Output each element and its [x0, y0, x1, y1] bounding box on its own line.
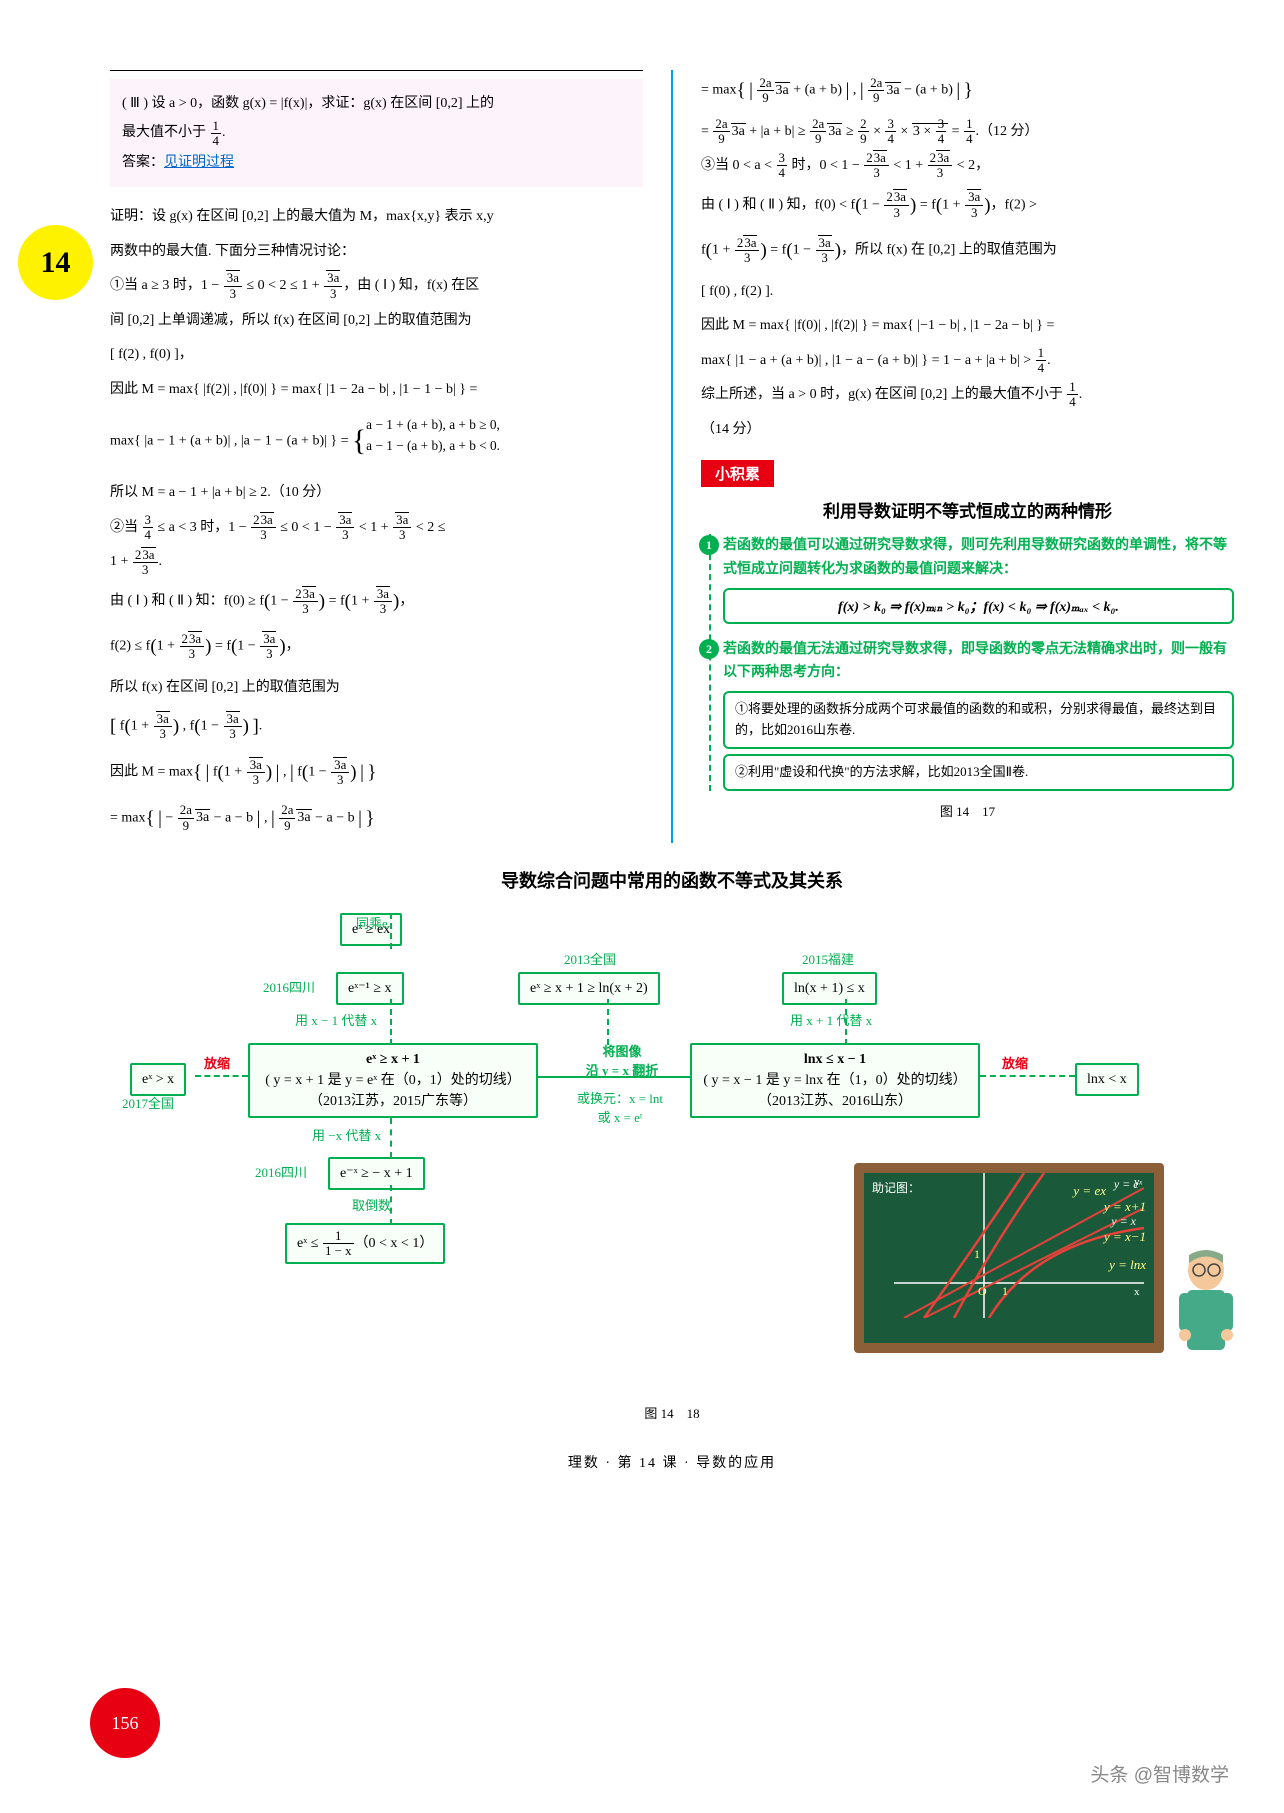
tip-title: 利用导数证明不等式恒成立的两种情形: [701, 497, 1234, 522]
diagram-section: 导数综合问题中常用的函数不等式及其关系 eˣ ≥ ex 同乘e eˣ⁻¹ ≥ x…: [110, 867, 1234, 1422]
svg-text:1: 1: [1002, 1284, 1008, 1298]
year-2013qg: 2013全国: [564, 949, 616, 968]
arrow-6: [390, 1185, 392, 1225]
year-2016sc2: 2016四川: [255, 1162, 307, 1181]
teacher-icon: [1169, 1245, 1244, 1365]
tip-1: 1若函数的最值可以通过研究导数求得，则可先利用导数研究函数的单调性，将不等式恒成…: [723, 534, 1234, 582]
box-enegx: e⁻ˣ ≥ − x + 1: [328, 1157, 425, 1190]
box-main-right: lnx ≤ x − 1 ( y = x − 1 是 y = lnx 在（1，0）…: [690, 1043, 980, 1118]
label-mid2: 或换元：x = lnt或 x = eᵗ: [560, 1088, 680, 1126]
box-ex-x1-ln: eˣ ≥ x + 1 ≥ ln(x + 2): [518, 972, 660, 1005]
box-ex-frac: eˣ ≤ 11 − x（0 < x < 1）: [285, 1223, 445, 1264]
proof-right: = max{ | 2a93a + (a + b) | , | 2a93a − (…: [701, 70, 1234, 445]
svg-text:O: O: [978, 1284, 987, 1298]
svg-text:1: 1: [974, 1247, 980, 1261]
page-footer: 理数 · 第 14 课 · 导数的应用: [110, 1452, 1234, 1472]
label-recip: 取倒数: [352, 1195, 391, 1214]
arrow-l: [195, 1075, 248, 1077]
arrow-3: [607, 999, 609, 1045]
tip-caption: 图 14 17: [701, 801, 1234, 820]
problem-box: ( Ⅲ ) 设 a > 0，函数 g(x) = |f(x)|，求证：g(x) 在…: [110, 79, 643, 187]
diagram-caption: 图 14 18: [110, 1403, 1234, 1422]
label-multiply-e: 同乘e: [356, 913, 388, 932]
problem-text-2: 最大值不小于 14.: [122, 118, 631, 147]
label-shrink-l: 放缩: [204, 1053, 230, 1072]
chapter-badge: 14: [18, 225, 93, 300]
label-mid: 将图像沿 y = x 翻折: [572, 1041, 672, 1079]
box-ex1-x: eˣ⁻¹ ≥ x: [336, 972, 404, 1005]
answer-link[interactable]: 见证明过程: [164, 155, 234, 170]
label-sub-x1b: 用 x + 1 代替 x: [790, 1010, 872, 1029]
tip-header: 小积累: [701, 460, 774, 487]
main-columns: ( Ⅲ ) 设 a > 0，函数 g(x) = |f(x)|，求证：g(x) 在…: [110, 70, 1234, 843]
answer-label: 答案：: [122, 155, 164, 170]
label-sub-x1: 用 x − 1 代替 x: [295, 1010, 377, 1029]
arrow-5: [390, 1118, 392, 1158]
box-ex-x: eˣ > x: [130, 1063, 186, 1096]
chalkboard: 助记图： O 1 1 y x y = eˣ y = ex y = x+1 y =…: [854, 1163, 1164, 1353]
arrow-4: [845, 999, 847, 1045]
tip-block: 1若函数的最值可以通过研究导数求得，则可先利用导数研究函数的单调性，将不等式恒成…: [709, 534, 1234, 791]
diagram-title: 导数综合问题中常用的函数不等式及其关系: [110, 867, 1234, 893]
tip-method-2: ②利用"虚设和代换"的方法求解，比如2013全国Ⅱ卷.: [723, 754, 1234, 791]
tip-method-1: ①将要处理的函数拆分成两个可求最值的函数的和或积，分别求得最值，最终达到目的，比…: [723, 691, 1234, 749]
year-2015fj: 2015福建: [802, 949, 854, 968]
tip-formula: f(x) > k₀ ⇒ f(x)ₘᵢₙ > k₀；f(x) < k₀ ⇒ f(x…: [723, 588, 1234, 624]
label-shrink-r: 放缩: [1002, 1053, 1028, 1072]
box-main-left: eˣ ≥ x + 1 ( y = x + 1 是 y = eˣ 在（0，1）处的…: [248, 1043, 538, 1118]
year-2017: 2017全国: [122, 1093, 174, 1112]
arrow-2: [390, 999, 392, 1045]
inequality-diagram: eˣ ≥ ex 同乘e eˣ⁻¹ ≥ x 2016四川 用 x − 1 代替 x…: [110, 913, 1234, 1393]
proof-left: 证明：设 g(x) 在区间 [0,2] 上的最大值为 M，max{x,y} 表示…: [110, 201, 643, 840]
tip-2: 2若函数的最值无法通过研究导数求得，即导函数的零点无法精确求出时，则一般有以下两…: [723, 638, 1234, 686]
left-column: ( Ⅲ ) 设 a > 0，函数 g(x) = |f(x)|，求证：g(x) 在…: [110, 70, 643, 843]
box-lnx-x: lnx < x: [1075, 1063, 1139, 1096]
problem-text-1: ( Ⅲ ) 设 a > 0，函数 g(x) = |f(x)|，求证：g(x) 在…: [122, 89, 631, 118]
box-lnx1-x: ln(x + 1) ≤ x: [782, 972, 877, 1005]
right-column: = max{ | 2a93a + (a + b) | , | 2a93a − (…: [701, 70, 1234, 843]
year-2016sc: 2016四川: [263, 977, 315, 996]
svg-text:x: x: [1134, 1286, 1140, 1298]
page: 14 156 ( Ⅲ ) 设 a > 0，函数 g(x) = |f(x)|，求证…: [0, 0, 1284, 1813]
column-divider: [671, 70, 673, 843]
label-negx: 用 −x 代替 x: [312, 1125, 381, 1144]
arrow-mid: [538, 1076, 690, 1078]
page-number-badge: 156: [90, 1688, 160, 1758]
arrow-1: [390, 913, 392, 949]
watermark: 头条 @智博数学: [1090, 1760, 1229, 1787]
chalk-graph: O 1 1 y x: [894, 1173, 1144, 1318]
arrow-r: [980, 1075, 1075, 1077]
